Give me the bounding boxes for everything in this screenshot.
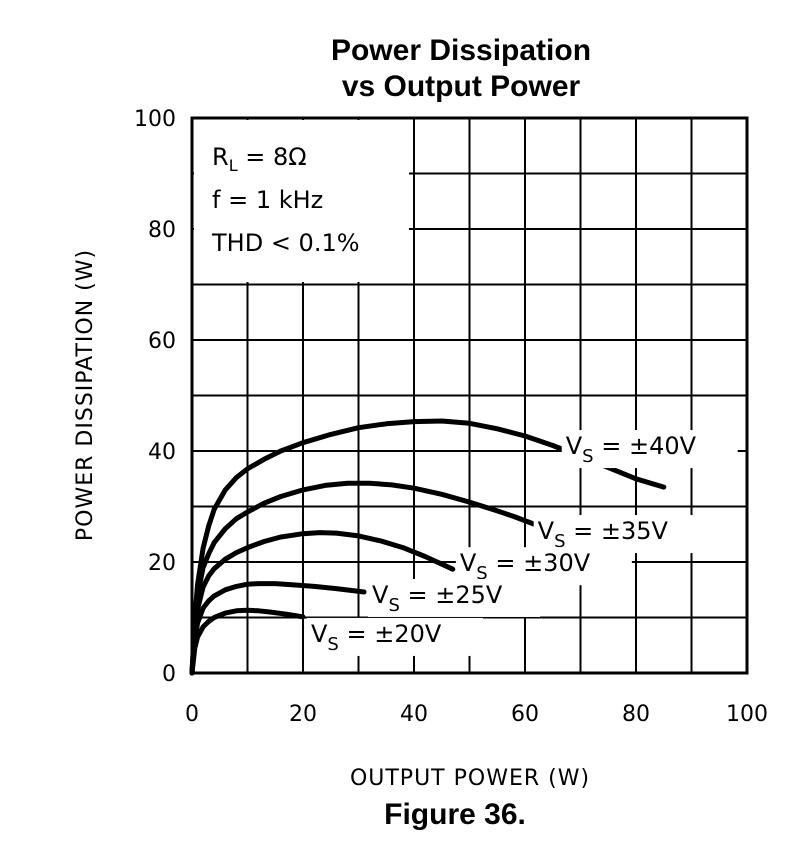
- series-line-35v: [189, 480, 545, 676]
- x-axis-label: OUTPUT POWER (W): [350, 766, 590, 791]
- figure-caption: Figure 36.: [384, 798, 526, 831]
- series-label-30v: VS = ±30V: [460, 549, 591, 584]
- x-tick-label: 20: [289, 702, 317, 727]
- x-tick-label: 60: [511, 702, 539, 727]
- series-label-background: [455, 547, 632, 586]
- chart-title-line1: Power Dissipation: [331, 34, 591, 67]
- x-tick-label: 80: [622, 702, 650, 727]
- series-line-20v: [189, 607, 306, 676]
- series-label-background: [307, 617, 483, 656]
- condition-thd: THD < 0.1%: [211, 229, 360, 257]
- series-line-25v: [189, 581, 367, 676]
- series-label-20v: VS = ±20V: [311, 620, 442, 655]
- series-label-25v: VS = ±25V: [372, 581, 503, 616]
- x-tick-label: 100: [726, 702, 768, 727]
- series-line-40v: [189, 418, 667, 676]
- condition-frequency: f = 1 kHz: [212, 186, 323, 214]
- series-label-35v: VS = ±35V: [538, 517, 669, 552]
- series-curves: [189, 418, 667, 676]
- tick-labels: 0 20 40 60 80 100 0 20 40 60 80 100: [134, 107, 768, 727]
- y-tick-label: 60: [148, 329, 176, 354]
- y-tick-label: 100: [134, 107, 176, 132]
- y-axis-label: POWER DISSIPATION (W): [73, 249, 98, 541]
- series-line-30v: [189, 530, 456, 676]
- y-tick-label: 20: [148, 551, 176, 576]
- series-label-background: [368, 578, 541, 617]
- y-tick-label: 0: [162, 662, 176, 687]
- series-label-background: [561, 430, 738, 469]
- series-label-background: [533, 515, 706, 554]
- x-tick-label: 40: [400, 702, 428, 727]
- conditions-knockout: [194, 120, 409, 282]
- y-tick-label: 80: [148, 218, 176, 243]
- conditions-box: RL = 8Ω f = 1 kHz THD < 0.1%: [194, 120, 409, 282]
- chart-title-line2: vs Output Power: [342, 70, 581, 103]
- plot-frame: [190, 116, 749, 675]
- series-label-40v: VS = ±40V: [566, 432, 697, 467]
- y-tick-label: 40: [148, 440, 176, 465]
- condition-rl: RL = 8Ω: [212, 143, 307, 175]
- x-tick-label: 0: [185, 702, 199, 727]
